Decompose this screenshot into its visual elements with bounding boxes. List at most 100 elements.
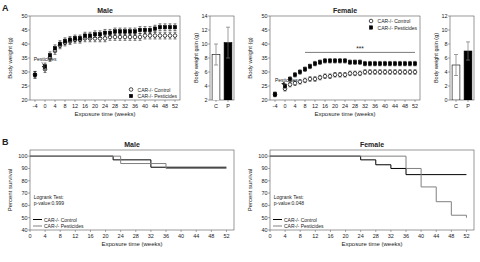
- point: [168, 34, 172, 38]
- x-tick: [330, 230, 331, 232]
- error-bar: [154, 25, 157, 32]
- point: [98, 33, 101, 36]
- error-bar: [324, 59, 327, 63]
- point: [388, 62, 391, 65]
- y-tick-label: 35: [21, 55, 27, 61]
- error-bar: [159, 24, 162, 31]
- y-tick-label: 80: [261, 178, 267, 184]
- point: [333, 59, 336, 62]
- y-tick: [268, 168, 270, 169]
- point: [143, 28, 146, 31]
- y-tick-label: 90: [261, 165, 267, 171]
- point: [153, 27, 156, 30]
- x-tick-label: 0: [43, 103, 46, 109]
- y-axis-label: Percent survival: [7, 169, 13, 212]
- line: [270, 156, 466, 218]
- x-tick: [466, 230, 467, 232]
- error-bar: [84, 32, 87, 39]
- legend: CAR-/- ControlCAR-/- Pesticides: [369, 18, 417, 31]
- marks: [212, 27, 232, 100]
- x-tick-label: 48: [162, 103, 168, 109]
- annotation-line: Logrank Test:: [34, 194, 64, 200]
- x-tick-label: 48: [448, 233, 454, 239]
- error-bar: [74, 35, 77, 42]
- legend: CAR-/- ControlCAR-/- Pesticides: [129, 87, 177, 100]
- y-tick-label: 20: [261, 97, 267, 103]
- x-tick-label: 4: [284, 233, 287, 239]
- point: [348, 72, 352, 76]
- error-bar: [299, 80, 302, 84]
- x-tick-label: 36: [372, 103, 378, 109]
- legend-line: [33, 219, 42, 220]
- plot-frame: [450, 16, 474, 100]
- error-bar: [69, 38, 72, 45]
- y-tick-label: 45: [261, 27, 267, 33]
- y-tick-label: 4: [204, 83, 207, 89]
- y-tick-label: 6: [444, 55, 447, 61]
- x-tick: [436, 230, 437, 232]
- legend-label: CAR-/- Pesticides: [138, 93, 178, 99]
- x-tick: [405, 100, 406, 102]
- point: [308, 65, 311, 68]
- x-tick-label: -4: [273, 103, 278, 109]
- error-bar: [104, 29, 107, 36]
- x-tick: [125, 100, 126, 102]
- y-tick-label: 70: [261, 190, 267, 196]
- error-bar: [384, 61, 387, 65]
- x-tick: [385, 100, 386, 102]
- x-tick-label: 24: [102, 103, 108, 109]
- x-tick-label: 8: [303, 103, 306, 109]
- annotation-line: p-value:0.999: [34, 200, 65, 206]
- y-tick: [268, 180, 270, 181]
- y-tick-label: 2: [204, 97, 207, 103]
- error-bar: [139, 27, 142, 34]
- error-bar: [274, 92, 277, 96]
- x-tick-label: 36: [163, 233, 169, 239]
- error-bar: [409, 70, 412, 74]
- legend-line: [273, 219, 282, 220]
- x-tick-label: 40: [382, 103, 388, 109]
- point: [293, 73, 296, 76]
- x-tick-label: 4: [293, 103, 296, 109]
- y-tick: [268, 44, 270, 45]
- x-tick: [30, 230, 31, 232]
- point: [328, 59, 331, 62]
- y-tick-label: 0: [444, 97, 447, 103]
- point: [158, 34, 162, 38]
- point: [358, 72, 362, 76]
- error-bar: [159, 32, 162, 39]
- x-tick: [226, 230, 227, 232]
- point: [118, 30, 121, 33]
- x-tick: [166, 230, 167, 232]
- y-tick: [208, 86, 210, 87]
- y-tick: [268, 193, 270, 194]
- x-tick-label: -4: [33, 103, 38, 109]
- x-tick: [135, 100, 136, 102]
- point: [298, 80, 302, 84]
- y-axis-label: Percent survival: [247, 169, 253, 212]
- point: [53, 47, 56, 50]
- x-tick-label: 4: [53, 103, 56, 109]
- y-tick-label: 25: [261, 83, 267, 89]
- x-tick-label: P: [226, 103, 230, 109]
- point: [133, 35, 137, 39]
- y-tick-label: 10: [201, 41, 207, 47]
- plot-frame: [30, 150, 234, 230]
- x-tick: [345, 100, 346, 102]
- error-bar: [344, 59, 347, 63]
- x-tick-label: 20: [92, 103, 98, 109]
- x-tick: [285, 230, 286, 232]
- point: [313, 77, 317, 81]
- error-bar: [59, 42, 62, 49]
- point: [393, 70, 397, 74]
- error-bar: [454, 55, 458, 76]
- panel: 4050607080901000481216202428323640444852…: [247, 141, 474, 247]
- y-tick: [268, 100, 270, 101]
- x-tick-label: 8: [63, 103, 66, 109]
- y-tick-label: 50: [261, 215, 267, 221]
- y-tick: [208, 16, 210, 17]
- legend-label: CAR-/- Control: [138, 87, 171, 93]
- error-bar: [389, 61, 392, 65]
- x-tick: [415, 100, 416, 102]
- y-tick-label: 35: [261, 55, 267, 61]
